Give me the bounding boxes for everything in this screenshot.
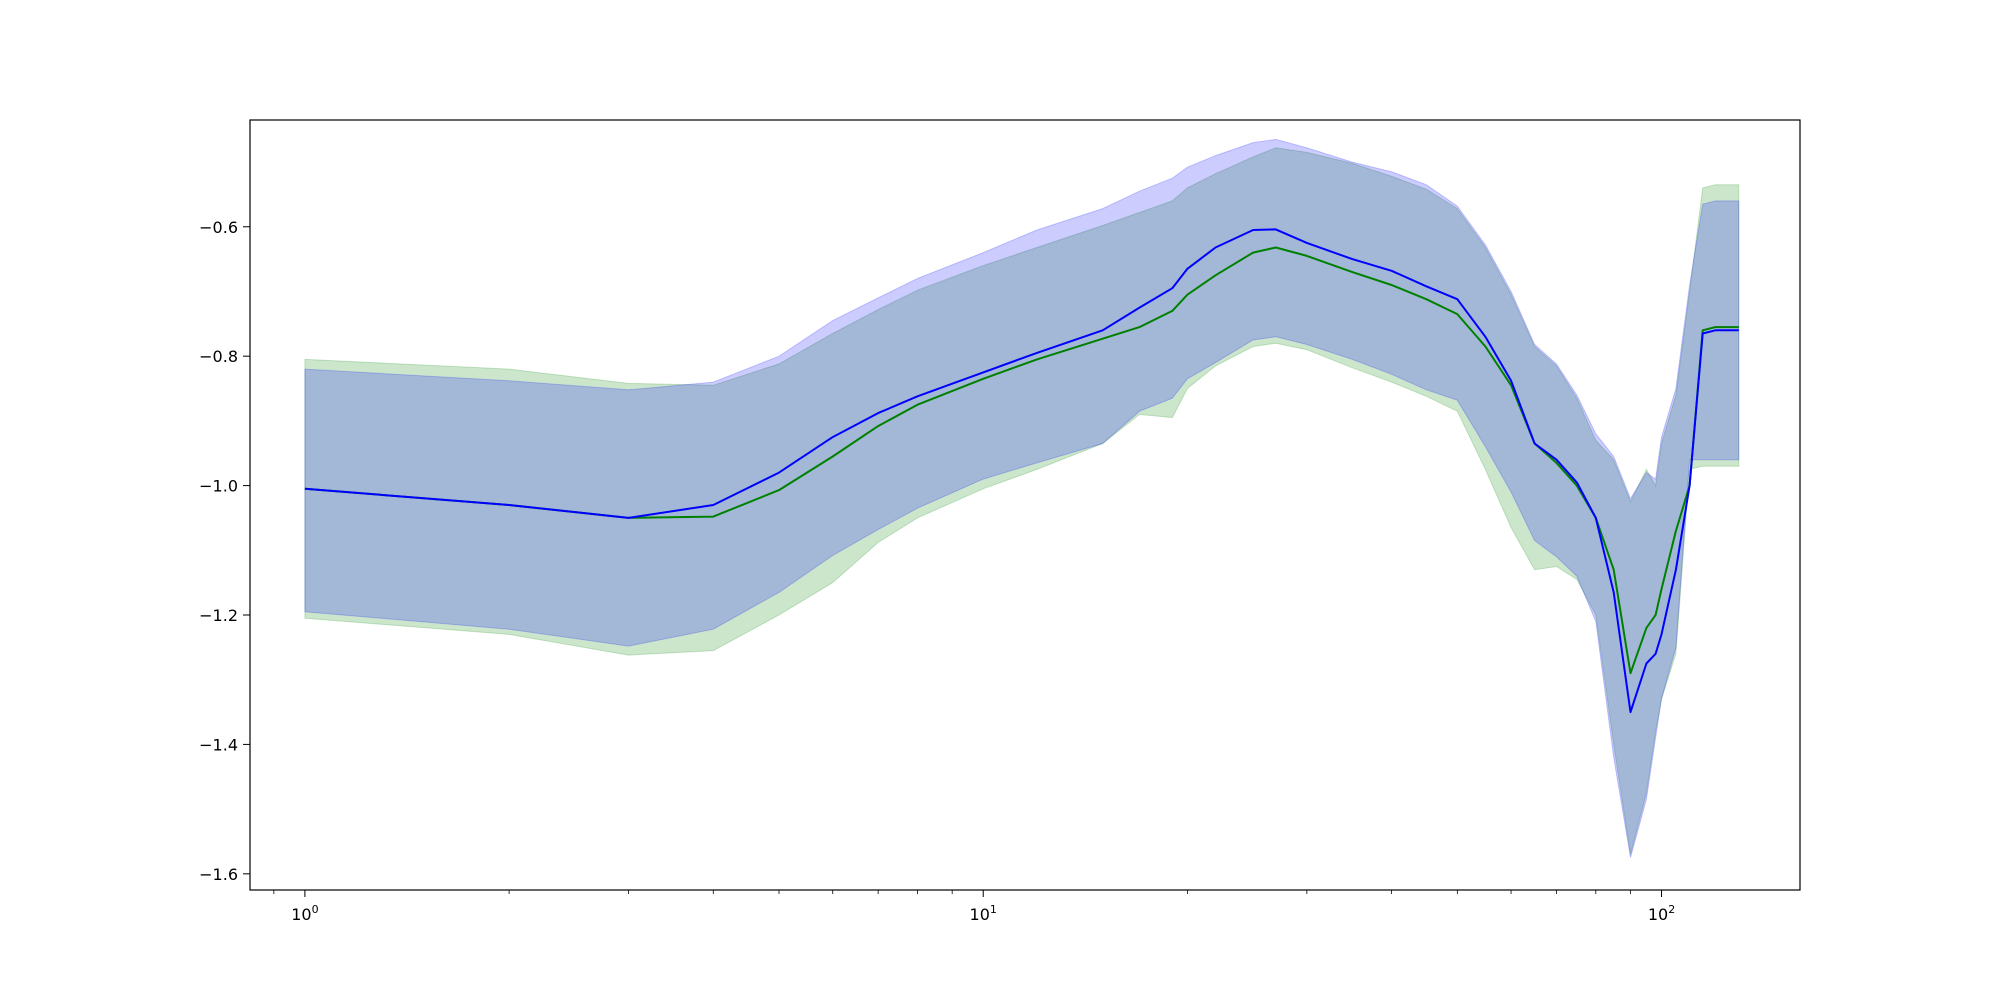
y-axis: −0.6 −0.8 −1.0 −1.2 −1.4 −1.6 bbox=[199, 218, 250, 884]
line-series-1 bbox=[304, 228, 1739, 714]
band-series-0 bbox=[304, 147, 1740, 855]
line-series-0 bbox=[304, 246, 1739, 675]
y-tick-label: −1.4 bbox=[199, 735, 238, 754]
x-tick-label: 101 bbox=[970, 903, 997, 924]
mean-lines bbox=[304, 228, 1739, 714]
x-axis: 100 101 102 bbox=[273, 890, 1675, 924]
y-tick-label: −1.6 bbox=[199, 865, 238, 884]
plot-frame bbox=[249, 119, 1801, 891]
band-series-1 bbox=[304, 138, 1740, 858]
y-tick-label: −0.8 bbox=[199, 347, 238, 366]
y-tick-label: −1.2 bbox=[199, 606, 238, 625]
x-tick-label: 102 bbox=[1648, 903, 1675, 924]
x-tick-label: 100 bbox=[291, 903, 318, 924]
y-tick-label: −0.6 bbox=[199, 218, 238, 237]
confidence-bands bbox=[304, 138, 1740, 858]
y-tick-label: −1.0 bbox=[199, 477, 238, 496]
